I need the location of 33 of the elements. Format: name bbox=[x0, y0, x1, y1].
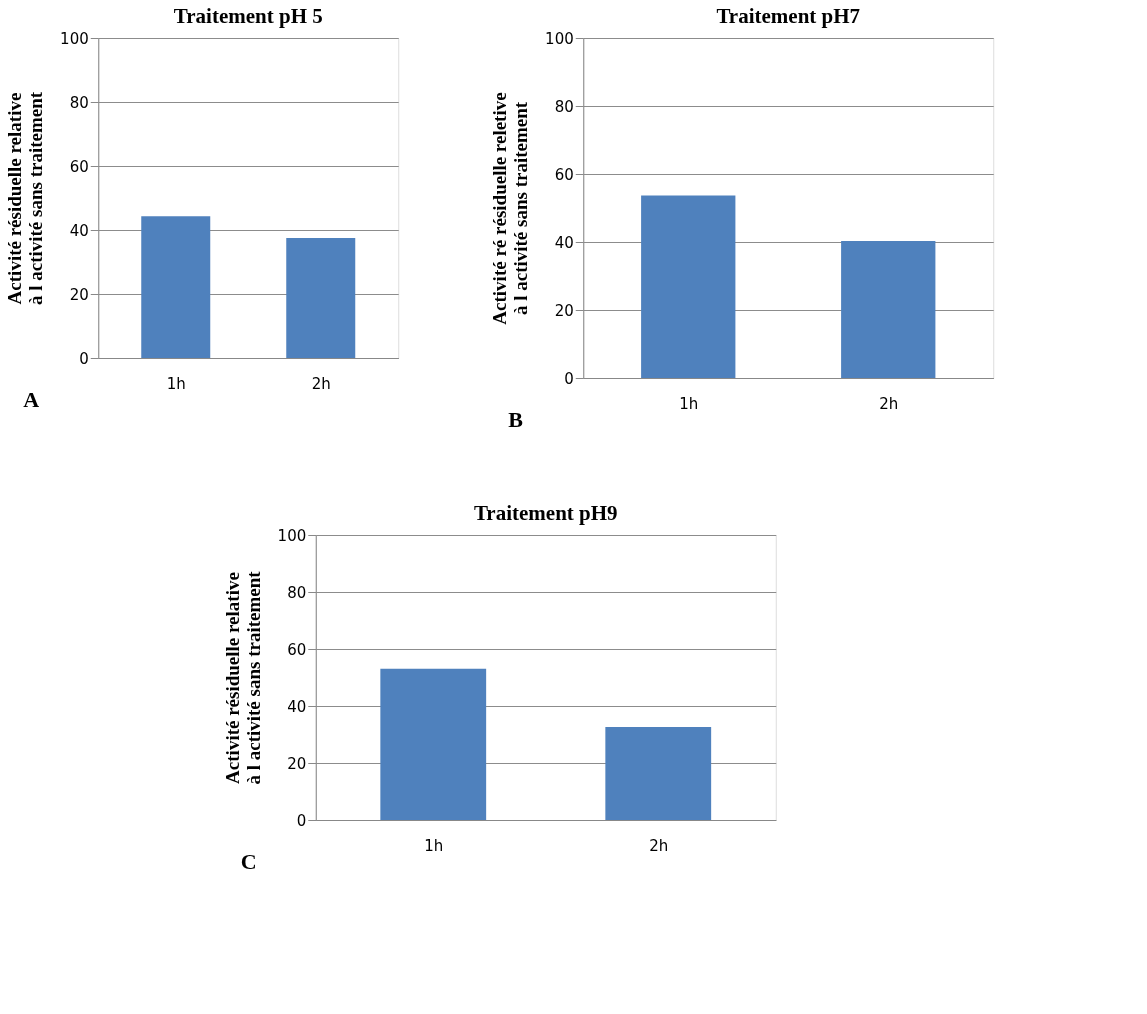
chart-title: Traitement pH7 bbox=[716, 4, 861, 28]
y-tick-label: 60 bbox=[69, 157, 89, 176]
x-tick-label: 2h bbox=[311, 374, 331, 393]
x-tick-label: 2h bbox=[649, 836, 669, 855]
y-tick-label: 20 bbox=[287, 754, 307, 773]
y-tick-label: 60 bbox=[287, 640, 307, 659]
x-tick-label: 2h bbox=[879, 394, 899, 413]
y-tick-label: 80 bbox=[69, 93, 89, 112]
y-tick-label: 100 bbox=[60, 29, 89, 48]
y-tick-label: 40 bbox=[287, 697, 307, 716]
y-tick-label: 0 bbox=[296, 811, 307, 830]
y-tick-label: 0 bbox=[564, 369, 574, 388]
y-tick-label: 80 bbox=[554, 97, 574, 116]
y-axis-title: Activité résiduelle relative à l activité sans traitement bbox=[4, 91, 47, 306]
chart-title: Traitement pH 5 bbox=[173, 4, 323, 28]
y-tick-label: 40 bbox=[554, 233, 574, 252]
text: A bbox=[23, 387, 40, 412]
text: B bbox=[508, 407, 524, 432]
y-axis-title: Activité résiduelle relative à l activité sans traitement bbox=[221, 570, 264, 785]
chart-title: Traitement pH9 bbox=[473, 501, 618, 525]
y-tick-label: 20 bbox=[69, 285, 89, 304]
y-axis-title: Activité ré résiduelle reletive à l activité sans traitement bbox=[489, 92, 532, 325]
y-tick-label: 20 bbox=[554, 301, 574, 320]
y-tick-label: 100 bbox=[277, 526, 307, 545]
x-tick-label: 1h bbox=[424, 836, 444, 855]
x-tick-label: 1h bbox=[166, 374, 186, 393]
y-tick-label: 60 bbox=[554, 165, 574, 184]
y-tick-label: 40 bbox=[69, 221, 89, 240]
text: C bbox=[240, 849, 257, 874]
y-tick-label: 100 bbox=[545, 29, 574, 48]
y-tick-label: 80 bbox=[287, 583, 307, 602]
y-tick-label: 0 bbox=[79, 349, 89, 368]
x-tick-label: 1h bbox=[679, 394, 699, 413]
